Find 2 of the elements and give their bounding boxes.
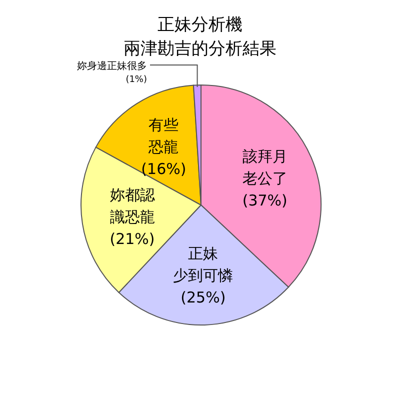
title: 正妹分析機 [158, 15, 242, 35]
subtitle: 兩津勘吉的分析結果 [124, 39, 276, 59]
